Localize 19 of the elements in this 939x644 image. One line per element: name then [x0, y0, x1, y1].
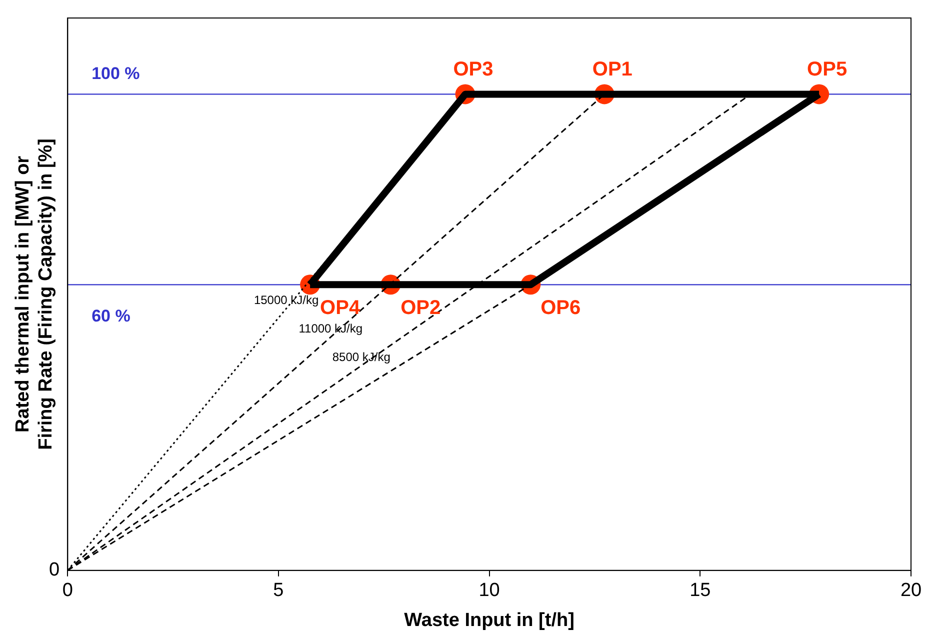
ref-line-label: 100 %	[92, 64, 140, 83]
x-tick-label: 15	[690, 580, 711, 602]
series-label: 8500 kJ/kg	[332, 350, 390, 364]
annotation: OP6	[540, 297, 581, 320]
series-label: 11000 kJ/kg	[298, 321, 363, 336]
x-tick-label: 5	[273, 580, 284, 602]
annotation: 0	[49, 560, 60, 581]
annotation: OP5	[807, 58, 848, 81]
annotation: OP2	[400, 297, 441, 320]
x-tick-label: 10	[478, 580, 500, 602]
y-axis-title: Rated thermal input in [MW] or Firing Rate (Firing Capacity) in [%]	[12, 138, 56, 450]
annotation: OP4	[320, 297, 361, 320]
annotation: OP1	[592, 58, 632, 81]
x-tick-label: 20	[900, 580, 922, 602]
x-tick-label: 0	[62, 580, 73, 602]
annotation: OP3	[453, 58, 494, 81]
ref-line-label: 60 %	[92, 306, 130, 326]
x-axis-title: Waste Input in [t/h]	[404, 610, 574, 631]
series-label: 15000 kJ/kg	[254, 292, 319, 307]
